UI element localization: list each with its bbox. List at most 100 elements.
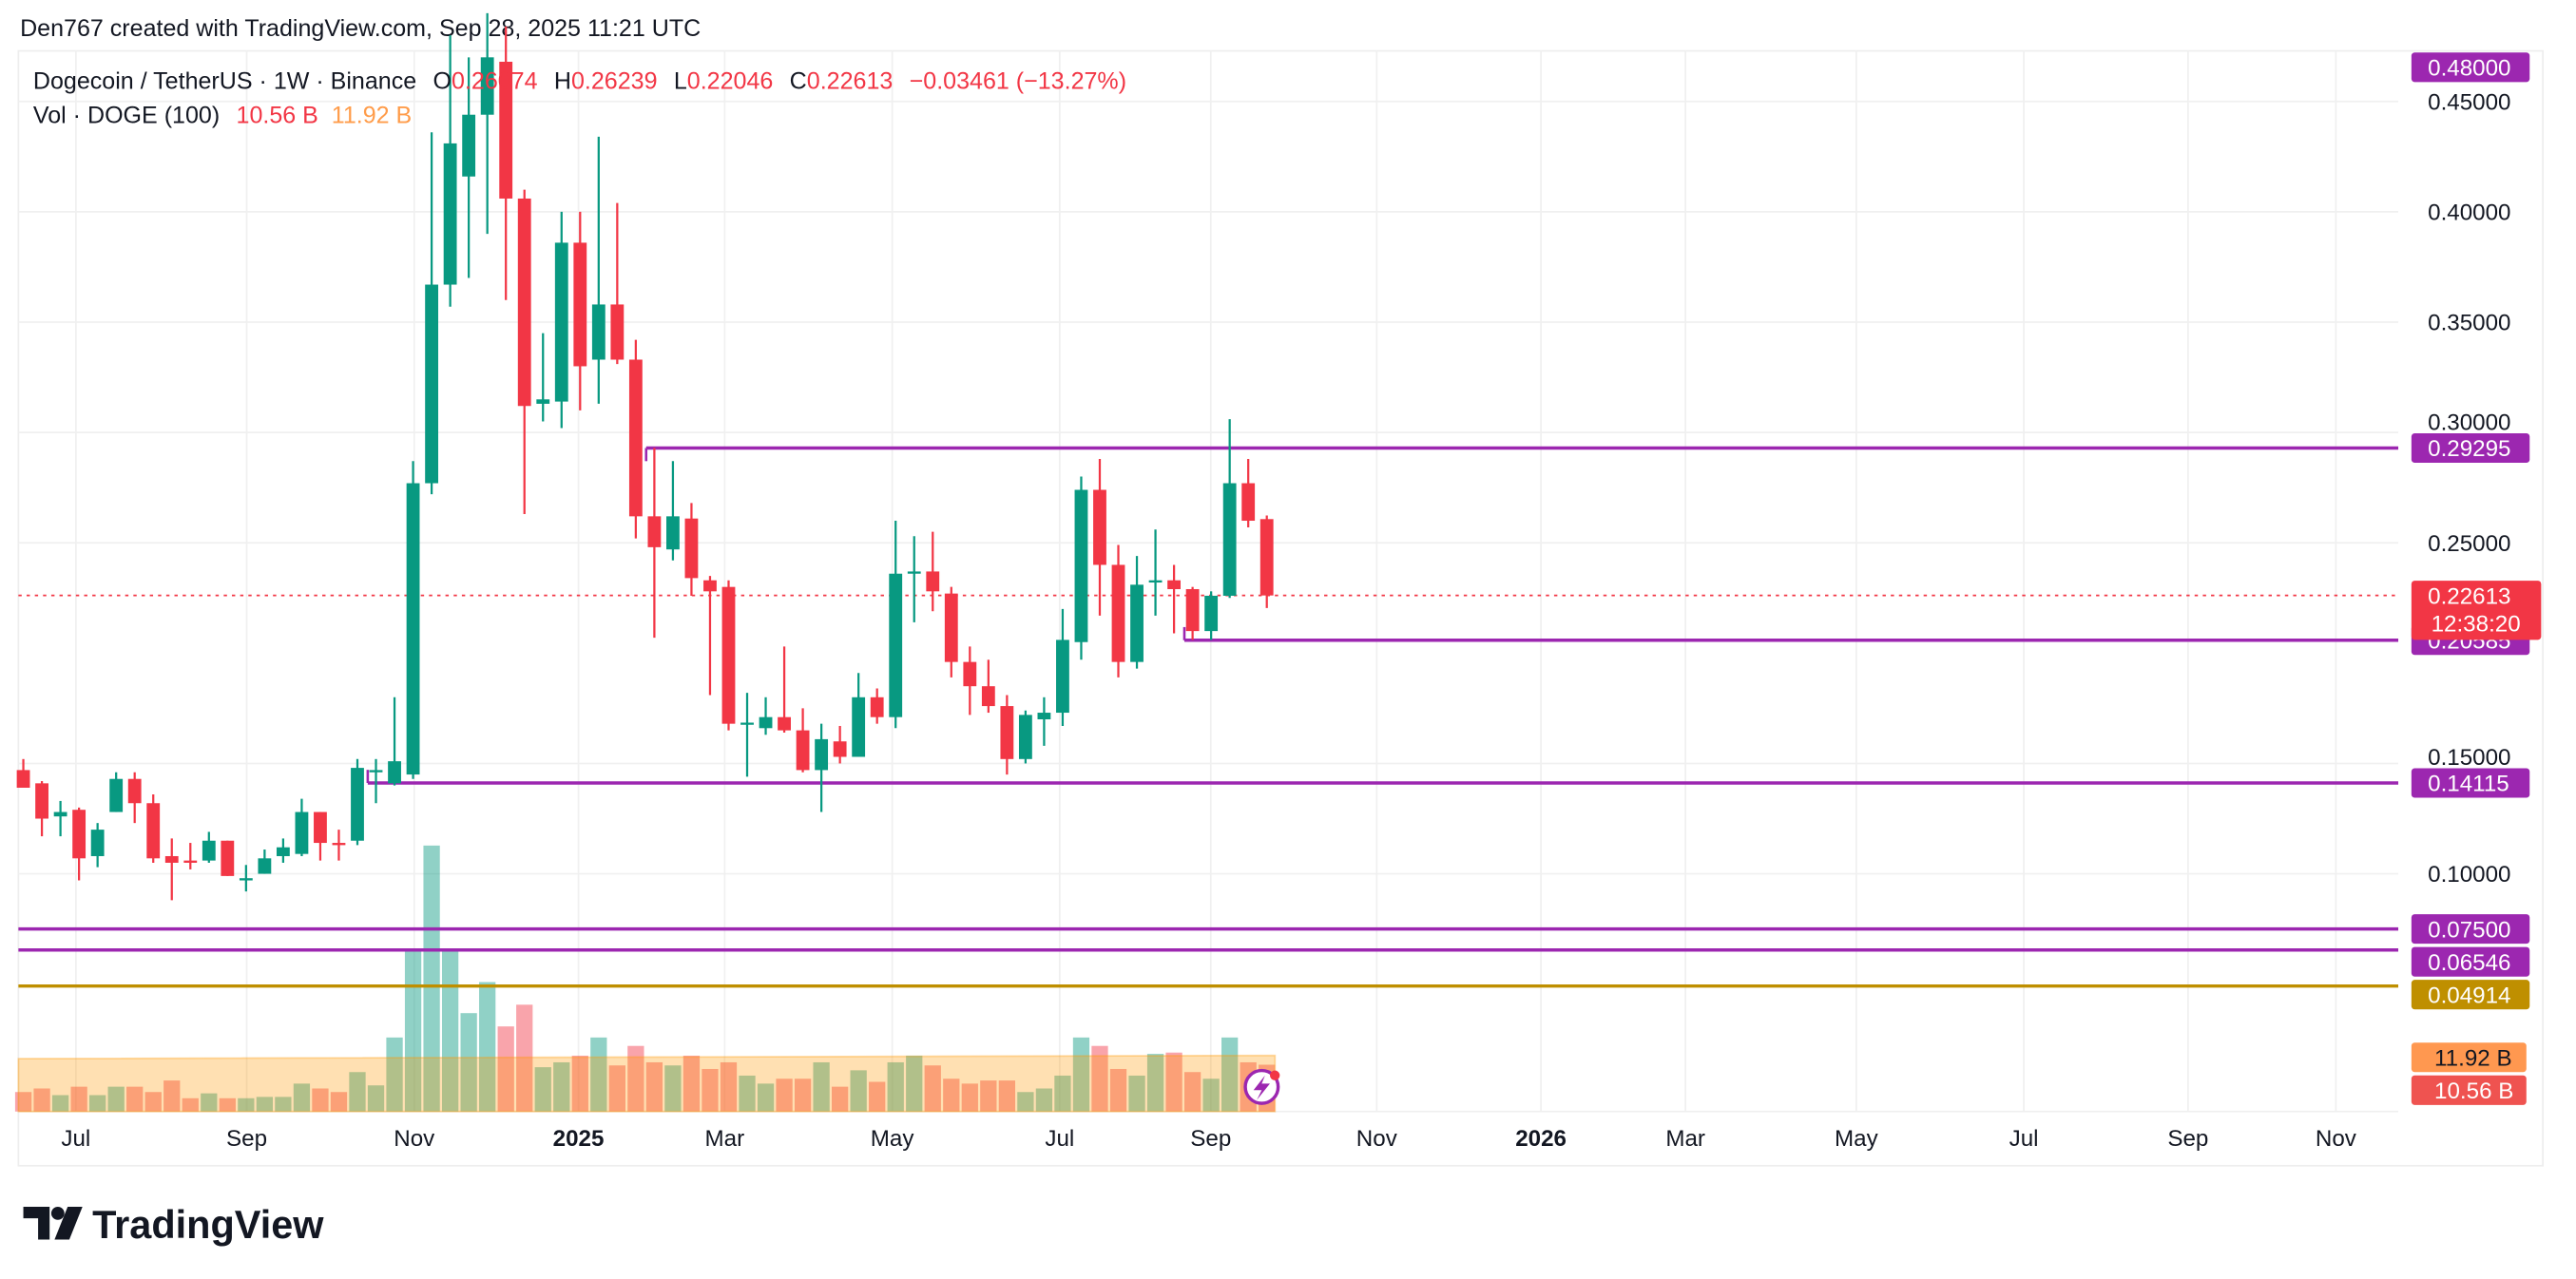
candle-body (1111, 564, 1125, 662)
candle (1204, 591, 1219, 640)
candle (332, 830, 346, 861)
volume-tag-label: 10.56 B (2434, 1079, 2513, 1104)
open-label: O (433, 67, 452, 94)
legend: Dogecoin / TetherUS · 1W · Binance O 0.26… (33, 67, 1126, 128)
candle-body (628, 359, 643, 517)
candle-body (759, 716, 773, 729)
candle-body (963, 661, 977, 687)
price-tick-label: 0.25000 (2428, 531, 2510, 557)
candle (740, 693, 754, 777)
bar-countdown-label: 12:38:20 (2432, 612, 2521, 638)
candle-body (1000, 706, 1014, 759)
volume-bar (720, 1061, 738, 1112)
candle (926, 531, 940, 612)
volume-bar (924, 1065, 941, 1112)
price-level-tag (2411, 52, 2530, 83)
candle (554, 211, 568, 429)
price-level-tag (2411, 768, 2530, 798)
volume-bar (961, 1083, 978, 1112)
volume-bar (887, 1061, 904, 1112)
candle (314, 811, 327, 861)
candle-body (1037, 713, 1051, 720)
volume-bar (441, 949, 459, 1112)
volume-bar (460, 1013, 477, 1112)
price-axis[interactable]: 0.45000 0.40000 0.35000 0.30000 0.25000 0.150… (2411, 52, 2542, 1105)
high-value: 0.26239 (571, 67, 658, 94)
volume-bar (107, 1086, 125, 1112)
candle-body (127, 778, 142, 804)
volume-indicator-label[interactable]: Vol · DOGE (100) (33, 103, 220, 129)
candle (127, 772, 142, 824)
candle-body (536, 399, 550, 404)
horizontal-levels (18, 446, 2399, 988)
price-tick-label: 0.30000 (2428, 410, 2510, 435)
volume-bar (238, 1098, 255, 1112)
candle (1241, 458, 1256, 527)
candle-body (610, 304, 625, 360)
candle (164, 838, 179, 901)
candle-body (35, 783, 48, 819)
volume-bar (627, 1045, 644, 1112)
candle-body (406, 483, 420, 775)
brand-name: TradingView (92, 1202, 324, 1247)
price-level-tag-label: 0.04914 (2428, 983, 2510, 1008)
change-value: −0.03461 (−13.27%) (910, 67, 1126, 94)
volume-bar (1109, 1068, 1127, 1112)
candle (610, 202, 625, 365)
candle-body (815, 738, 829, 771)
candle-body (1204, 595, 1219, 632)
candle (53, 800, 67, 837)
volume-bar (869, 1081, 886, 1112)
candle (889, 521, 903, 729)
candle (1167, 564, 1181, 634)
tradingview-logo: TradingView (23, 1202, 324, 1247)
volume-bar (386, 1037, 403, 1112)
candle-body (183, 860, 198, 863)
volume-bar (144, 1092, 162, 1112)
volume-bar (1128, 1075, 1145, 1112)
candle (907, 536, 921, 622)
candle-body (870, 697, 884, 717)
candle-body (90, 830, 105, 856)
volume-bar (813, 1061, 830, 1112)
candle (778, 646, 791, 733)
price-level-tag (2411, 914, 2530, 945)
attribution-text: Den767 created with TradingView.com, Sep… (20, 15, 701, 42)
candle (963, 646, 977, 716)
candle-body (480, 57, 494, 115)
snapshot-icon[interactable] (1243, 1068, 1280, 1105)
candle-body (369, 770, 383, 773)
volume-bar (330, 1092, 348, 1112)
candle-body (684, 518, 699, 579)
time-tick-label: Jul (2009, 1126, 2039, 1152)
candle-body (852, 697, 866, 757)
candle-body (332, 843, 346, 846)
volume-bar (590, 1037, 607, 1112)
volume-bar (832, 1086, 849, 1112)
volume-bar (1072, 1037, 1090, 1112)
candle (499, 26, 513, 300)
price-tick-label: 0.40000 (2428, 200, 2510, 226)
volume-pane (14, 845, 1277, 1113)
candle (1259, 515, 1274, 608)
candle (833, 725, 847, 764)
symbol-title[interactable]: Dogecoin / TetherUS · 1W · Binance (33, 67, 416, 94)
candle (1185, 586, 1200, 640)
volume-bar (479, 982, 496, 1112)
candle (183, 843, 198, 869)
price-level-tag (2411, 946, 2530, 977)
candle-body (740, 722, 754, 725)
candle-body (1018, 715, 1032, 759)
time-axis[interactable]: Jul Sep Nov 2025 Mar May Jul Sep Nov 2026 Mar May Ju… (61, 1126, 2355, 1152)
candle-body (591, 304, 606, 360)
candle (480, 12, 494, 235)
candle-body (388, 761, 401, 784)
candle (981, 659, 995, 714)
candle (443, 35, 457, 307)
candle-body (1259, 519, 1274, 596)
volume-bar (682, 1055, 701, 1112)
volume-bar (1165, 1052, 1182, 1112)
candle-body (295, 811, 309, 854)
volume-bar (608, 1065, 625, 1112)
